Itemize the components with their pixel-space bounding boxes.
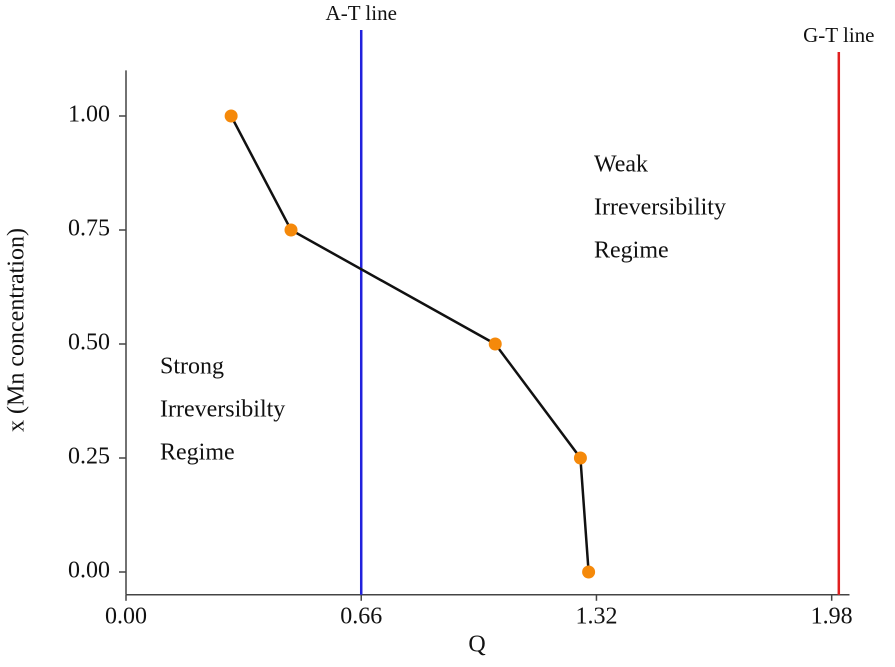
series-line [230,115,590,573]
reference-line-label: A-T line [326,1,397,25]
annotation: Regime [594,238,669,264]
x-axis-label: Q [468,632,485,658]
reference-line-label: G-T line [803,23,874,47]
y-tick-label: 1.00 [68,102,110,128]
x-tick-label: 0.66 [340,603,382,629]
x-tick-label: 0.00 [105,603,147,629]
data-point [573,451,587,465]
annotation: Weak [594,152,648,178]
annotation: Strong [160,354,224,380]
annotation: Irreversibilty [160,397,285,423]
x-tick-label: 1.32 [575,603,617,629]
y-axis-label: x (Mn concentration) [4,228,30,432]
data-point [582,565,596,579]
annotation: Regime [160,440,235,466]
data-point [488,337,502,351]
data-point [224,109,238,123]
data-point [284,223,298,237]
y-tick-label: 0.50 [68,330,110,356]
annotation: Irreversibility [594,195,726,221]
y-tick-label: 0.00 [68,558,110,584]
y-tick-label: 0.75 [68,216,110,242]
x-tick-label: 1.98 [811,603,853,629]
y-tick-label: 0.25 [68,444,110,470]
